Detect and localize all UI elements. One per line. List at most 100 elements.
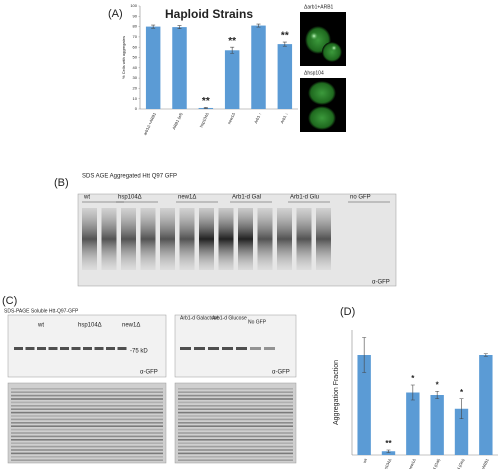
gel-band xyxy=(11,459,163,461)
gel-band xyxy=(178,415,293,417)
band xyxy=(117,347,127,350)
gel-band xyxy=(178,411,293,414)
y-tick-label: 60 xyxy=(133,44,138,49)
smear xyxy=(140,208,156,270)
gel-band xyxy=(11,408,163,410)
gel-band xyxy=(11,411,163,414)
error-bar xyxy=(459,398,464,420)
y-tick-label: 90 xyxy=(133,13,138,18)
error-bar xyxy=(362,337,367,373)
gel-band xyxy=(11,435,163,438)
gel-band xyxy=(178,388,293,390)
bar xyxy=(172,27,187,110)
panel-label: (B) xyxy=(54,177,69,189)
cell xyxy=(322,42,342,62)
gel-band xyxy=(178,394,293,397)
gel-band xyxy=(11,452,163,455)
gel-band xyxy=(178,456,293,458)
gel-band xyxy=(11,391,163,393)
lane-label: new1Δ xyxy=(178,195,196,201)
band xyxy=(236,347,247,350)
x-tick-label: wt xyxy=(362,457,369,464)
annotation: ** xyxy=(385,439,392,448)
band xyxy=(94,347,104,350)
gel-band xyxy=(178,435,293,438)
band xyxy=(208,347,219,350)
gel-band xyxy=(178,449,293,451)
chart-title: Haploid Strains xyxy=(165,7,253,21)
lane-label: Arb1-d Gal xyxy=(232,195,261,201)
aggregate xyxy=(331,45,337,51)
cell xyxy=(308,81,336,105)
gel-band xyxy=(11,439,163,441)
smear xyxy=(296,208,312,270)
y-tick-label: 30 xyxy=(133,75,138,80)
smear xyxy=(257,208,273,270)
smear xyxy=(277,208,292,270)
error-bar xyxy=(386,449,391,453)
smear xyxy=(179,208,195,270)
gel-band xyxy=(178,452,293,455)
gel-band xyxy=(11,405,163,407)
blot-title: SDS AGE Aggregated Htt Q97 GFP xyxy=(82,174,177,180)
error-bar xyxy=(435,390,440,400)
y-tick-label: 0 xyxy=(135,106,138,111)
gel-band xyxy=(178,432,293,434)
gel-band xyxy=(11,418,163,421)
gel-band xyxy=(178,422,293,424)
gel-band xyxy=(11,398,163,400)
bar xyxy=(145,26,161,110)
lane-label: wt xyxy=(37,323,44,329)
gel-band xyxy=(178,459,293,461)
x-tick-label: hsp104Δ xyxy=(381,457,392,469)
panel-label: (A) xyxy=(108,8,123,20)
marker-label: -75 kD xyxy=(130,349,148,355)
blot-title: SDS-PAGE Soluble Htt-Q97-GFP xyxy=(4,308,79,314)
antibody-label: α-GFP xyxy=(140,370,158,376)
smear xyxy=(316,208,331,270)
bar xyxy=(479,355,493,455)
gel-band xyxy=(178,445,293,448)
x-tick-label: Arb1-d (Glu) xyxy=(452,457,466,469)
blot xyxy=(174,314,297,378)
x-tick-label: new1Δ xyxy=(226,111,236,124)
gel-band xyxy=(11,456,163,458)
micrograph-label: Δarb1+ARB1 xyxy=(304,4,334,10)
smear xyxy=(160,208,175,270)
gel-bands xyxy=(11,388,293,461)
band xyxy=(71,347,81,350)
gel-band xyxy=(178,442,293,444)
panel-label: (D) xyxy=(340,306,355,318)
band xyxy=(250,347,261,350)
x-tick-label: Arb1-d (Gal) xyxy=(427,457,441,469)
lane-label: new1Δ xyxy=(122,323,140,329)
smear xyxy=(121,208,136,270)
smear xyxy=(238,208,253,270)
x-tick-label: Arb1 ↑ xyxy=(253,112,262,125)
bar xyxy=(251,25,266,109)
annotation: * xyxy=(411,374,415,383)
annotation: * xyxy=(460,388,464,397)
band xyxy=(14,347,23,350)
annotation: ** xyxy=(228,36,236,47)
gel-band xyxy=(11,394,163,397)
band xyxy=(180,347,191,350)
band xyxy=(264,347,275,350)
annotation: ** xyxy=(281,31,289,42)
bar xyxy=(357,355,371,455)
error-bar xyxy=(151,24,156,29)
band xyxy=(48,347,58,350)
lane-label: hsp104Δ xyxy=(78,323,102,329)
gel-band xyxy=(178,401,293,404)
gel-band xyxy=(178,408,293,410)
bar xyxy=(224,50,240,109)
y-tick-label: 10 xyxy=(133,96,138,101)
bar xyxy=(277,44,293,109)
annotation: * xyxy=(436,380,440,389)
gel-band xyxy=(178,428,293,431)
error-bar xyxy=(410,384,415,401)
band xyxy=(37,347,46,350)
lane-label: Arb1-d Galactose xyxy=(180,315,219,321)
